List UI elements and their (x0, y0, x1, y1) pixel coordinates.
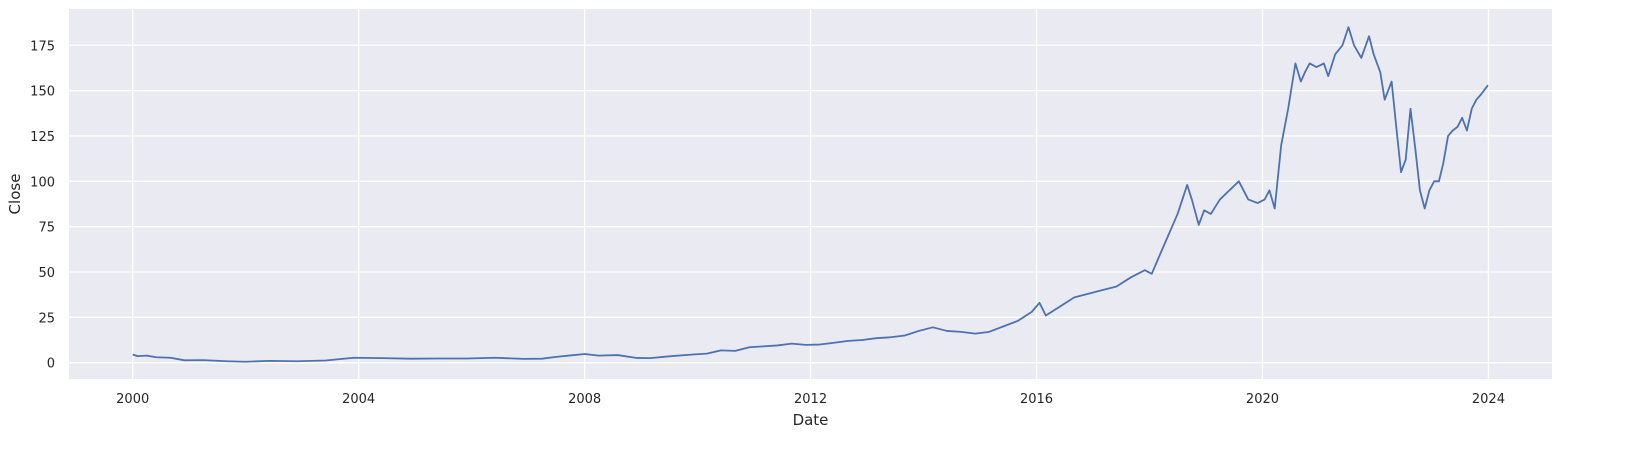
y-tick-label: 75 (38, 221, 55, 236)
x-tick-label: 2016 (1020, 392, 1053, 407)
x-tick-label: 2000 (116, 392, 149, 407)
y-tick-labels: 0 25 50 75 100 125 150 175 (30, 39, 55, 371)
y-tick-label: 125 (30, 130, 55, 145)
y-tick-label: 150 (30, 85, 55, 100)
y-axis-label: Close (6, 174, 24, 215)
y-tick-label: 50 (38, 266, 55, 281)
x-axis-label: Date (793, 411, 829, 429)
y-tick-label: 25 (38, 311, 55, 326)
y-tick-label: 0 (47, 357, 55, 372)
y-tick-label: 175 (30, 39, 55, 54)
y-tick-label: 100 (30, 175, 55, 190)
x-tick-label: 2004 (342, 392, 375, 407)
series-layer (132, 26, 1489, 363)
y-gridlines (69, 44, 1552, 364)
x-tick-label: 2020 (1246, 392, 1279, 407)
close-price-line (132, 26, 1489, 363)
x-tick-label: 2008 (568, 392, 601, 407)
x-tick-labels: 2000 2004 2008 2012 2016 2020 2024 (116, 392, 1505, 407)
x-tick-label: 2024 (1472, 392, 1505, 407)
x-tick-label: 2012 (794, 392, 827, 407)
